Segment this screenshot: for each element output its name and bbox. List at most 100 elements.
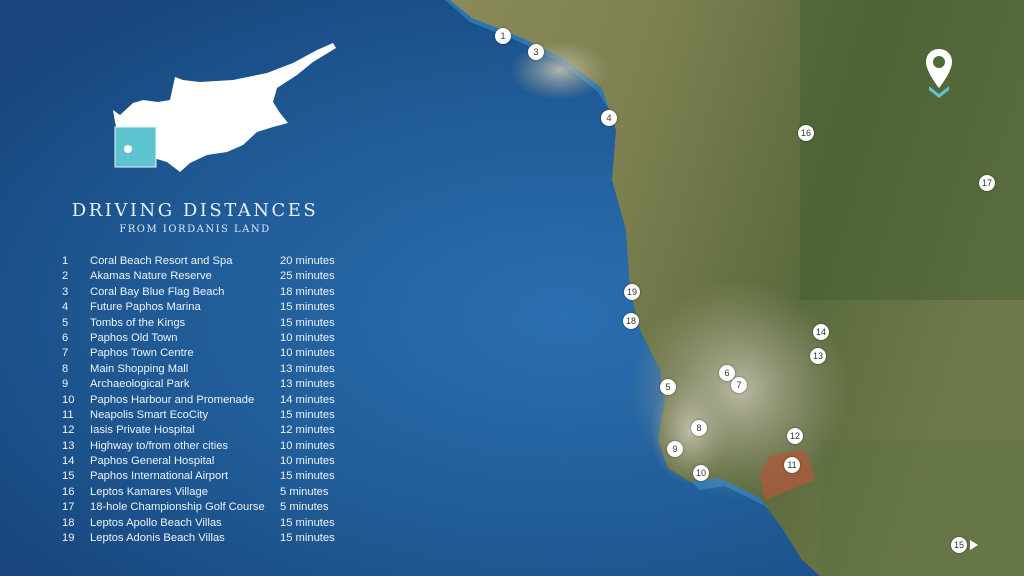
item-number: 16: [62, 485, 75, 498]
item-time: 15 minutes: [280, 408, 335, 421]
item-place: Paphos Town Centre: [90, 347, 194, 360]
item-number: 19: [62, 532, 75, 545]
item-place: 18-hole Championship Golf Course: [90, 501, 265, 514]
item-number: 10: [62, 393, 75, 406]
list-item: 19 Leptos Adonis Beach Villas 15 minutes: [60, 531, 350, 546]
item-time: 13 minutes: [280, 378, 335, 391]
map-marker-18[interactable]: 18: [623, 313, 639, 329]
map-marker-7[interactable]: 7: [731, 377, 747, 393]
item-place: Paphos General Hospital: [90, 455, 215, 468]
map-marker-11[interactable]: 11: [784, 457, 800, 473]
map-marker-6[interactable]: 6: [719, 365, 735, 381]
paphos-region-highlight: [114, 126, 157, 168]
map-marker-1[interactable]: 1: [495, 28, 511, 44]
list-item: 11 Neapolis Smart EcoCity 15 minutes: [60, 408, 350, 423]
item-place: Paphos International Airport: [90, 470, 229, 483]
kato-paphos: [650, 375, 730, 485]
item-number: 17: [62, 501, 75, 514]
list-item: 10 Paphos Harbour and Promenade 14 minutes: [60, 393, 350, 408]
item-place: Tombs of the Kings: [90, 316, 186, 329]
list-item: 7 Paphos Town Centre 10 minutes: [60, 346, 350, 361]
item-place: Paphos Old Town: [90, 331, 178, 344]
list-item: 18 Leptos Apollo Beach Villas 15 minutes: [60, 516, 350, 531]
item-time: 10 minutes: [280, 331, 335, 344]
location-dot: [124, 145, 132, 153]
item-time: 10 minutes: [280, 347, 335, 360]
item-time: 20 minutes: [280, 255, 335, 267]
item-time: 10 minutes: [280, 439, 335, 452]
item-number: 11: [62, 408, 74, 421]
map-marker-17[interactable]: 17: [979, 175, 995, 191]
item-number: 7: [62, 347, 69, 360]
item-place: Leptos Kamares Village: [90, 485, 208, 498]
map-marker-9[interactable]: 9: [667, 441, 683, 457]
item-number: 18: [62, 516, 75, 529]
list-item: 12 Iasis Private Hospital 12 minutes: [60, 423, 350, 438]
item-time: 13 minutes: [280, 362, 335, 375]
item-place: Coral Beach Resort and Spa: [90, 255, 233, 267]
item-place: Highway to/from other cities: [90, 439, 229, 452]
item-number: 2: [62, 270, 69, 283]
list-item: 2 Akamas Nature Reserve 25 minutes: [60, 269, 350, 284]
item-time: 15 minutes: [280, 516, 335, 529]
northeast-hills: [800, 0, 1024, 300]
map-marker-15[interactable]: 15: [951, 537, 967, 553]
map-marker-19[interactable]: 19: [624, 284, 640, 300]
item-place: Paphos Harbour and Promenade: [90, 393, 255, 406]
item-number: 3: [62, 285, 69, 298]
item-place: Neapolis Smart EcoCity: [90, 408, 209, 421]
list-item: 3 Coral Bay Blue Flag Beach 18 minutes: [60, 285, 350, 300]
map-marker-8[interactable]: 8: [691, 420, 707, 436]
map-marker-4[interactable]: 4: [601, 110, 617, 126]
item-time: 10 minutes: [280, 455, 335, 468]
item-time: 18 minutes: [280, 285, 335, 298]
item-place: Future Paphos Marina: [90, 301, 201, 314]
item-time: 15 minutes: [280, 532, 335, 545]
map-marker-14[interactable]: 14: [813, 324, 829, 340]
page-title: DRIVING DISTANCES: [71, 200, 319, 221]
item-place: Main Shopping Mall: [90, 362, 189, 375]
item-time: 15 minutes: [280, 470, 335, 483]
map-marker-3[interactable]: 3: [528, 44, 544, 60]
item-place: Coral Bay Blue Flag Beach: [90, 285, 225, 298]
list-item: 4 Future Paphos Marina 15 minutes: [60, 300, 350, 315]
item-number: 1: [62, 255, 69, 267]
list-item: 5 Tombs of the Kings 15 minutes: [60, 316, 350, 331]
peyia-area: [510, 40, 610, 100]
item-place: Leptos Apollo Beach Villas: [90, 516, 222, 529]
item-place: Akamas Nature Reserve: [90, 270, 212, 283]
map-marker-12[interactable]: 12: [787, 428, 803, 444]
item-place: Archaeological Park: [90, 378, 190, 391]
list-item: 13 Highway to/from other cities 10 minutes: [60, 439, 350, 454]
location-pin-icon[interactable]: [925, 48, 953, 100]
arrow-right-icon: [970, 540, 978, 550]
item-number: 5: [62, 316, 69, 329]
item-time: 25 minutes: [280, 270, 335, 283]
cyprus-silhouette: [113, 43, 336, 172]
item-number: 13: [62, 439, 75, 452]
list-item: 9 Archaeological Park 13 minutes: [60, 377, 350, 392]
item-time: 12 minutes: [280, 424, 335, 437]
item-number: 6: [62, 331, 69, 344]
item-time: 5 minutes: [280, 501, 329, 514]
list-item: 15 Paphos International Airport 15 minutes: [60, 469, 350, 484]
map-marker-10[interactable]: 10: [693, 465, 709, 481]
map-marker-5[interactable]: 5: [660, 379, 676, 395]
item-number: 12: [62, 424, 75, 437]
list-item: 1 Coral Beach Resort and Spa 20 minutes: [60, 254, 350, 269]
list-item: 6 Paphos Old Town 10 minutes: [60, 331, 350, 346]
item-number: 15: [62, 470, 75, 483]
distance-list: 1 Coral Beach Resort and Spa 20 minutes 2 A…: [60, 254, 350, 546]
list-item: 8 Main Shopping Mall 13 minutes: [60, 362, 350, 377]
item-number: 4: [62, 301, 69, 314]
map-marker-13[interactable]: 13: [810, 348, 826, 364]
item-number: 9: [62, 378, 69, 391]
map-marker-16[interactable]: 16: [798, 125, 814, 141]
list-item: 16 Leptos Kamares Village 5 minutes: [60, 485, 350, 500]
item-time: 5 minutes: [280, 485, 329, 498]
list-item: 14 Paphos General Hospital 10 minutes: [60, 454, 350, 469]
item-time: 14 minutes: [280, 393, 335, 406]
item-place: Iasis Private Hospital: [90, 424, 195, 437]
item-number: 8: [62, 362, 69, 375]
